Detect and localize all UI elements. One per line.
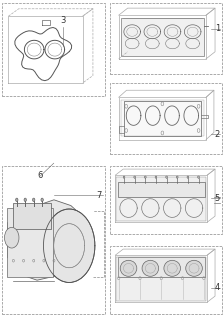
Polygon shape bbox=[7, 200, 84, 280]
Bar bbox=[110, 83, 222, 154]
Bar bbox=[116, 257, 206, 300]
Bar bbox=[121, 100, 204, 136]
Bar bbox=[110, 166, 222, 234]
Circle shape bbox=[134, 176, 136, 178]
Ellipse shape bbox=[164, 260, 181, 276]
Text: 7: 7 bbox=[96, 191, 101, 200]
Circle shape bbox=[187, 176, 189, 178]
Circle shape bbox=[155, 176, 157, 178]
Circle shape bbox=[43, 209, 95, 283]
Text: 2: 2 bbox=[215, 130, 220, 139]
Text: 6: 6 bbox=[38, 172, 43, 180]
Bar bbox=[121, 18, 204, 56]
Bar bbox=[110, 246, 222, 314]
Ellipse shape bbox=[142, 260, 159, 276]
Circle shape bbox=[166, 176, 168, 178]
Circle shape bbox=[4, 228, 19, 248]
Bar bbox=[7, 208, 53, 277]
Circle shape bbox=[198, 176, 199, 178]
Circle shape bbox=[32, 198, 35, 202]
Bar bbox=[118, 182, 205, 197]
Bar bbox=[2, 3, 105, 96]
Ellipse shape bbox=[120, 260, 137, 276]
Bar bbox=[110, 3, 222, 74]
Bar bbox=[118, 258, 205, 277]
Bar bbox=[116, 177, 206, 220]
Bar bbox=[13, 203, 52, 228]
Text: 3: 3 bbox=[60, 16, 65, 25]
Ellipse shape bbox=[186, 260, 202, 276]
Circle shape bbox=[16, 198, 18, 202]
Circle shape bbox=[24, 198, 26, 202]
Circle shape bbox=[144, 176, 146, 178]
Text: 4: 4 bbox=[215, 284, 220, 292]
Text: 1: 1 bbox=[215, 24, 220, 33]
Bar bbox=[2, 166, 105, 314]
Circle shape bbox=[41, 198, 43, 202]
Circle shape bbox=[176, 176, 178, 178]
Text: 5: 5 bbox=[215, 194, 220, 203]
Circle shape bbox=[123, 176, 125, 178]
